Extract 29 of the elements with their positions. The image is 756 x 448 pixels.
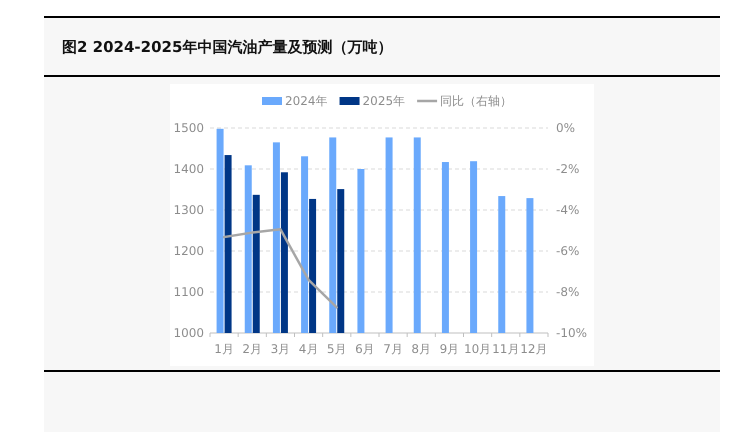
x-tick-label: 12月	[520, 342, 548, 356]
legend-label: 2025年	[362, 94, 406, 108]
y2-tick-label: -8%	[556, 285, 580, 299]
y2-tick-label: 0%	[556, 121, 576, 135]
y-tick-label: 1000	[173, 326, 204, 340]
chart-title: 图2 2024-2025年中国汽油产量及预测（万吨）	[62, 38, 392, 56]
x-tick-label: 3月	[270, 342, 290, 356]
legend-label: 同比（右轴）	[440, 94, 512, 108]
x-tick-label: 6月	[355, 342, 375, 356]
x-tick-label: 2月	[242, 342, 262, 356]
y-tick-label: 1400	[173, 162, 204, 176]
x-tick-label: 5月	[326, 342, 347, 356]
x-tick-label: 7月	[383, 342, 403, 356]
y-tick-label: 1500	[173, 121, 204, 135]
x-tick-label: 8月	[411, 342, 432, 356]
y2-tick-label: -10%	[556, 326, 588, 340]
x-tick-label: 4月	[298, 342, 318, 356]
y-tick-label: 1100	[173, 285, 204, 299]
y2-tick-label: -6%	[556, 244, 580, 258]
x-tick-label: 9月	[440, 342, 460, 356]
y-tick-label: 1200	[173, 244, 204, 258]
x-tick-label: 1月	[214, 342, 234, 356]
x-tick-label: 11月	[492, 342, 520, 356]
x-tick-label: 10月	[464, 342, 492, 356]
legend-label: 2024年	[285, 94, 328, 108]
y-tick-label: 1300	[173, 203, 204, 217]
y2-tick-label: -2%	[556, 162, 580, 176]
line-series	[222, 228, 338, 309]
y2-tick-label: -4%	[556, 203, 580, 217]
